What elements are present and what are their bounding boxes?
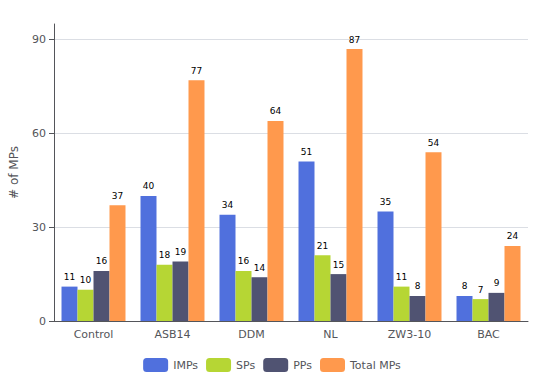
svg-text:21: 21 <box>317 241 328 251</box>
svg-text:11: 11 <box>64 272 75 282</box>
svg-text:90: 90 <box>32 33 46 46</box>
svg-text:37: 37 <box>112 191 123 201</box>
svg-text:14: 14 <box>254 263 266 273</box>
svg-text:30: 30 <box>32 221 46 234</box>
svg-text:40: 40 <box>143 181 155 191</box>
svg-text:PPs: PPs <box>293 359 312 372</box>
svg-text:0: 0 <box>39 315 46 328</box>
svg-text:77: 77 <box>191 66 202 76</box>
svg-text:9: 9 <box>494 278 500 288</box>
svg-text:16: 16 <box>238 256 250 266</box>
svg-text:SPs: SPs <box>236 359 255 372</box>
svg-text:35: 35 <box>380 197 391 207</box>
svg-text:64: 64 <box>270 106 282 116</box>
svg-text:16: 16 <box>96 256 108 266</box>
svg-text:87: 87 <box>349 35 360 45</box>
svg-text:Total MPs: Total MPs <box>349 359 401 372</box>
svg-text:IMPs: IMPs <box>173 359 198 372</box>
svg-text:DDM: DDM <box>238 328 264 341</box>
svg-text:54: 54 <box>428 138 440 148</box>
svg-text:11: 11 <box>396 272 407 282</box>
svg-text:51: 51 <box>301 147 312 157</box>
svg-text:NL: NL <box>323 328 338 341</box>
svg-text:8: 8 <box>462 281 468 291</box>
svg-text:34: 34 <box>222 200 234 210</box>
svg-text:ZW3-10: ZW3-10 <box>388 328 431 341</box>
svg-text:15: 15 <box>333 260 344 270</box>
svg-text:7: 7 <box>478 285 484 295</box>
svg-text:8: 8 <box>415 281 421 291</box>
svg-text:Control: Control <box>74 328 114 341</box>
svg-text:10: 10 <box>80 275 92 285</box>
svg-text:# of MPs: # of MPs <box>7 146 21 199</box>
svg-text:ASB14: ASB14 <box>154 328 190 341</box>
svg-text:18: 18 <box>159 250 171 260</box>
svg-text:24: 24 <box>507 231 519 241</box>
svg-text:19: 19 <box>175 247 187 257</box>
svg-text:60: 60 <box>32 127 46 140</box>
svg-text:BAC: BAC <box>477 328 500 341</box>
